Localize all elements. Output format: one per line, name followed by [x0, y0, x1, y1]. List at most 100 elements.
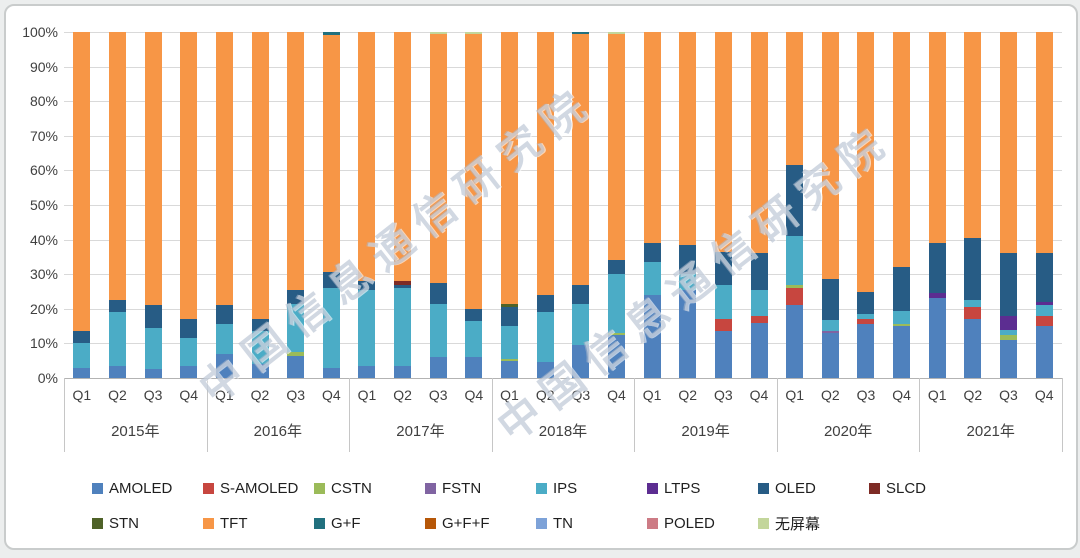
segment-IPS: [1035, 305, 1053, 316]
segment-AMOLED: [857, 324, 875, 378]
gridline: [64, 135, 1062, 137]
quarter-label: Q4: [464, 387, 484, 403]
segment-TFT: [786, 32, 804, 166]
legend-row: AMOLED S-AMOLED CSTN FSTN IPS LTPS OLED SLCD: [92, 479, 980, 497]
segment-OLED: [928, 243, 946, 294]
segment-OLED: [358, 281, 376, 290]
segment-IPS: [607, 274, 625, 334]
segment-IPS: [786, 236, 804, 285]
y-axis-tick-label: 30%: [29, 266, 58, 283]
year-label: 2021年: [966, 423, 1015, 440]
year-separator: [919, 378, 921, 452]
gridline: [64, 308, 1062, 310]
bar-2017-Q2: [394, 32, 412, 378]
quarter-label: Q1: [215, 387, 234, 403]
y-axis-tick-label: 80%: [29, 93, 58, 110]
bar-2015-Q3: [144, 32, 162, 378]
segment-OLED: [322, 272, 340, 289]
quarter-label: Q2: [678, 387, 698, 403]
segment-TFT: [643, 32, 661, 244]
segment-IPS: [714, 284, 732, 320]
legend-swatch-S-AMOLED: [203, 482, 214, 494]
segment-AMOLED: [893, 326, 911, 378]
quarter-label: Q1: [72, 387, 92, 403]
segment-TFT: [465, 33, 483, 309]
segment-TFT: [893, 32, 911, 268]
segment-AMOLED: [251, 364, 269, 378]
bar-2021-Q4: [1035, 32, 1053, 378]
segment-IPS: [1000, 329, 1018, 335]
segment-TFT: [287, 32, 305, 290]
legend-swatch-OLED: [758, 482, 769, 494]
quarter-label: Q3: [999, 387, 1018, 403]
y-axis-tick-label: 40%: [29, 231, 58, 248]
legend-label: 无屏幕: [775, 515, 821, 533]
year-label: 2016年: [253, 423, 303, 440]
segment-TFT: [322, 35, 340, 273]
quarter-label: Q1: [357, 387, 377, 403]
legend-label: POLED: [664, 514, 715, 532]
y-axis-tick-label: 90%: [29, 58, 58, 75]
segment-IPS: [358, 289, 376, 366]
x-axis-line: [64, 378, 1062, 379]
segment-TFT: [572, 33, 590, 285]
segment-TFT: [1035, 32, 1053, 254]
legend-item-FSTN: FSTN: [425, 479, 536, 497]
gridline: [64, 170, 1062, 172]
segment-无屏幕: [429, 32, 447, 34]
segment-OLED: [144, 305, 162, 328]
segment-AMOLED: [607, 334, 625, 378]
bar-2016-Q1: [215, 32, 233, 378]
segment-OLED: [465, 308, 483, 321]
y-axis-tick-label: 0%: [37, 370, 58, 386]
legend-swatch-TFT: [203, 517, 214, 529]
bar-2018-Q2: [536, 32, 554, 378]
legend-item-LTPS: LTPS: [647, 479, 758, 497]
segment-OLED: [786, 165, 804, 237]
segment-LTPS: [928, 293, 946, 299]
segment-AMOLED: [536, 362, 554, 378]
segment-TFT: [215, 32, 233, 306]
legend-swatch-SLCD: [869, 482, 880, 494]
y-axis-tick-label: 10%: [29, 335, 58, 352]
quarter-label: Q3: [286, 387, 305, 403]
segment-TFT: [144, 32, 162, 306]
year-separator: [64, 378, 65, 452]
quarter-label: Q4: [607, 387, 626, 403]
segment-IPS: [821, 320, 839, 331]
quarter-label: Q3: [143, 387, 163, 403]
legend-label: LTPS: [664, 479, 701, 497]
segment-AMOLED: [928, 298, 946, 378]
segment-AMOLED: [429, 357, 447, 378]
bar-2021-Q2: [964, 32, 982, 378]
segment-LTPS: [1000, 315, 1018, 330]
quarter-label: Q4: [179, 387, 199, 403]
legend-row: STN TFT G+F G+F+F TN POLED 无屏幕: [92, 514, 980, 533]
bar-2020-Q3: [857, 32, 875, 378]
quarter-label: Q4: [1034, 387, 1054, 403]
legend-item-G+F: G+F: [314, 514, 425, 532]
segment-OLED: [108, 300, 126, 313]
segment-CSTN: [287, 352, 305, 356]
segment-IPS: [322, 288, 340, 368]
segment-G+F: [322, 32, 340, 36]
year-separator: [1062, 378, 1063, 452]
quarter-label: Q3: [856, 387, 876, 403]
quarter-label: Q4: [892, 387, 911, 403]
year-separator: [491, 378, 493, 452]
legend-swatch-IPS: [536, 482, 547, 494]
segment-AMOLED: [322, 367, 340, 378]
segment-AMOLED: [108, 365, 126, 378]
segment-IPS: [572, 303, 590, 346]
legend-swatch-G+F+F: [425, 517, 436, 529]
segment-AMOLED: [821, 333, 839, 378]
segment-IPS: [750, 289, 768, 316]
segment-TFT: [429, 33, 447, 283]
segment-OLED: [429, 282, 447, 304]
segment-TFT: [857, 32, 875, 292]
legend-label: CSTN: [331, 479, 372, 497]
gridline: [64, 66, 1062, 68]
segment-AMOLED: [358, 365, 376, 378]
legend-label: AMOLED: [109, 479, 173, 497]
legend-label: G+F: [331, 514, 361, 532]
